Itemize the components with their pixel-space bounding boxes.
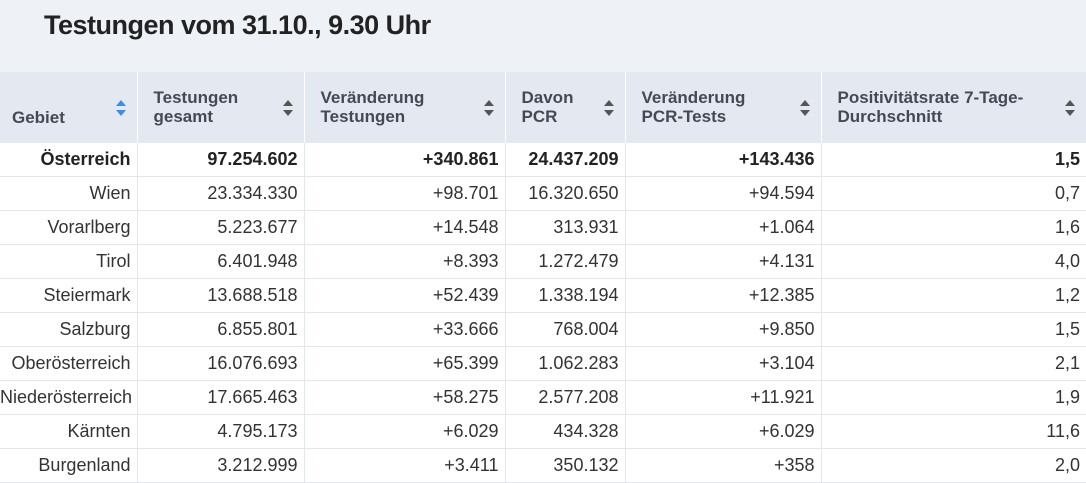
cell-veraenderung-pcr: +143.436 [625,143,822,177]
cell-veraenderung-testungen: +14.548 [304,210,506,245]
cell-positivitaetsrate: 11,6 [821,414,1086,449]
column-header-veraenderung-pcr[interactable]: Veränderung PCR-Tests [625,72,822,143]
cell-davon-pcr: 434.328 [505,414,626,449]
cell-davon-pcr: 24.437.209 [505,143,626,177]
table-row-total: Österreich 97.254.602 +340.861 24.437.20… [0,143,1086,177]
sort-icon [603,100,614,116]
table-row: Oberösterreich 16.076.693 +65.399 1.062.… [0,346,1086,381]
column-header-positivitaetsrate[interactable]: Positivitätsrate 7-Tage-Durchschnitt [821,72,1086,143]
column-label: Positivitätsrate 7-Tage-Durchschnitt [837,88,1024,126]
cell-veraenderung-testungen: +58.275 [304,380,506,415]
cell-veraenderung-pcr: +9.850 [625,312,822,347]
title-bar: Testungen vom 31.10., 9.30 Uhr [0,0,1086,72]
cell-positivitaetsrate: 4,0 [821,244,1086,279]
cell-veraenderung-testungen: +33.666 [304,312,506,347]
table-row: Salzburg 6.855.801 +33.666 768.004 +9.85… [0,312,1086,347]
cell-davon-pcr: 350.132 [505,448,626,483]
cell-veraenderung-testungen: +98.701 [304,176,506,211]
cell-veraenderung-pcr: +11.921 [625,380,822,415]
cell-veraenderung-pcr: +1.064 [625,210,822,245]
table-row: Wien 23.334.330 +98.701 16.320.650 +94.5… [0,176,1086,211]
cell-veraenderung-pcr: +6.029 [625,414,822,449]
cell-testungen-gesamt: 6.855.801 [137,312,305,347]
column-header-veraenderung-testungen[interactable]: Veränderung Testungen [304,72,506,143]
column-label: Testungen gesamt [153,88,239,126]
cell-gebiet: Burgenland [0,448,138,483]
cell-veraenderung-testungen: +8.393 [304,244,506,279]
cell-davon-pcr: 2.577.208 [505,380,626,415]
table-row: Kärnten 4.795.173 +6.029 434.328 +6.029 … [0,414,1086,449]
cell-veraenderung-pcr: +4.131 [625,244,822,279]
cell-testungen-gesamt: 4.795.173 [137,414,305,449]
table-header-row: Gebiet Testungen gesamt Veränderung Test… [0,72,1086,143]
cell-positivitaetsrate: 1,5 [821,312,1086,347]
column-label: Veränderung Testungen [320,88,425,126]
cell-gebiet: Salzburg [0,312,138,347]
cell-veraenderung-pcr: +94.594 [625,176,822,211]
cell-positivitaetsrate: 1,2 [821,278,1086,313]
cell-gebiet: Niederösterreich [0,380,138,415]
cell-testungen-gesamt: 5.223.677 [137,210,305,245]
cell-davon-pcr: 1.062.283 [505,346,626,381]
cell-testungen-gesamt: 23.334.330 [137,176,305,211]
sort-icon [483,100,494,116]
cell-veraenderung-pcr: +12.385 [625,278,822,313]
cell-gebiet: Tirol [0,244,138,279]
cell-gebiet: Kärnten [0,414,138,449]
cell-positivitaetsrate: 1,5 [821,143,1086,177]
table-row: Niederösterreich 17.665.463 +58.275 2.57… [0,380,1086,415]
cell-veraenderung-testungen: +3.411 [304,448,506,483]
cell-positivitaetsrate: 1,9 [821,380,1086,415]
cell-veraenderung-pcr: +358 [625,448,822,483]
cell-testungen-gesamt: 6.401.948 [137,244,305,279]
cell-davon-pcr: 313.931 [505,210,626,245]
cell-davon-pcr: 768.004 [505,312,626,347]
sort-icon [799,100,810,116]
table-row: Vorarlberg 5.223.677 +14.548 313.931 +1.… [0,210,1086,245]
cell-testungen-gesamt: 17.665.463 [137,380,305,415]
cell-testungen-gesamt: 16.076.693 [137,346,305,381]
cell-positivitaetsrate: 2,1 [821,346,1086,381]
cell-gebiet: Vorarlberg [0,210,138,245]
cell-davon-pcr: 16.320.650 [505,176,626,211]
page-title: Testungen vom 31.10., 9.30 Uhr [44,10,431,40]
table-row: Tirol 6.401.948 +8.393 1.272.479 +4.131 … [0,244,1086,279]
sort-icon [282,100,293,116]
cell-davon-pcr: 1.272.479 [505,244,626,279]
cell-positivitaetsrate: 1,6 [821,210,1086,245]
cell-gebiet: Wien [0,176,138,211]
sort-icon [1065,100,1075,116]
cell-gebiet: Steiermark [0,278,138,313]
cell-veraenderung-testungen: +52.439 [304,278,506,313]
cell-testungen-gesamt: 97.254.602 [137,143,305,177]
cell-positivitaetsrate: 0,7 [821,176,1086,211]
cell-veraenderung-testungen: +340.861 [304,143,506,177]
cell-positivitaetsrate: 2,0 [821,448,1086,483]
cell-davon-pcr: 1.338.194 [505,278,626,313]
table-row: Steiermark 13.688.518 +52.439 1.338.194 … [0,278,1086,313]
column-label: Davon PCR [521,88,574,126]
cell-veraenderung-pcr: +3.104 [625,346,822,381]
column-header-testungen-gesamt[interactable]: Testungen gesamt [137,72,305,143]
column-header-davon-pcr[interactable]: Davon PCR [505,72,626,143]
cell-gebiet: Oberösterreich [0,346,138,381]
cell-veraenderung-testungen: +6.029 [304,414,506,449]
column-label: Gebiet [12,108,65,127]
table-row: Burgenland 3.212.999 +3.411 350.132 +358… [0,448,1086,483]
cell-testungen-gesamt: 3.212.999 [137,448,305,483]
cell-gebiet: Österreich [0,143,138,177]
column-label: Veränderung PCR-Tests [641,88,746,126]
testing-table: Gebiet Testungen gesamt Veränderung Test… [0,72,1086,483]
sort-ascending-icon [115,100,126,116]
cell-testungen-gesamt: 13.688.518 [137,278,305,313]
cell-veraenderung-testungen: +65.399 [304,346,506,381]
column-header-gebiet[interactable]: Gebiet [0,72,138,143]
